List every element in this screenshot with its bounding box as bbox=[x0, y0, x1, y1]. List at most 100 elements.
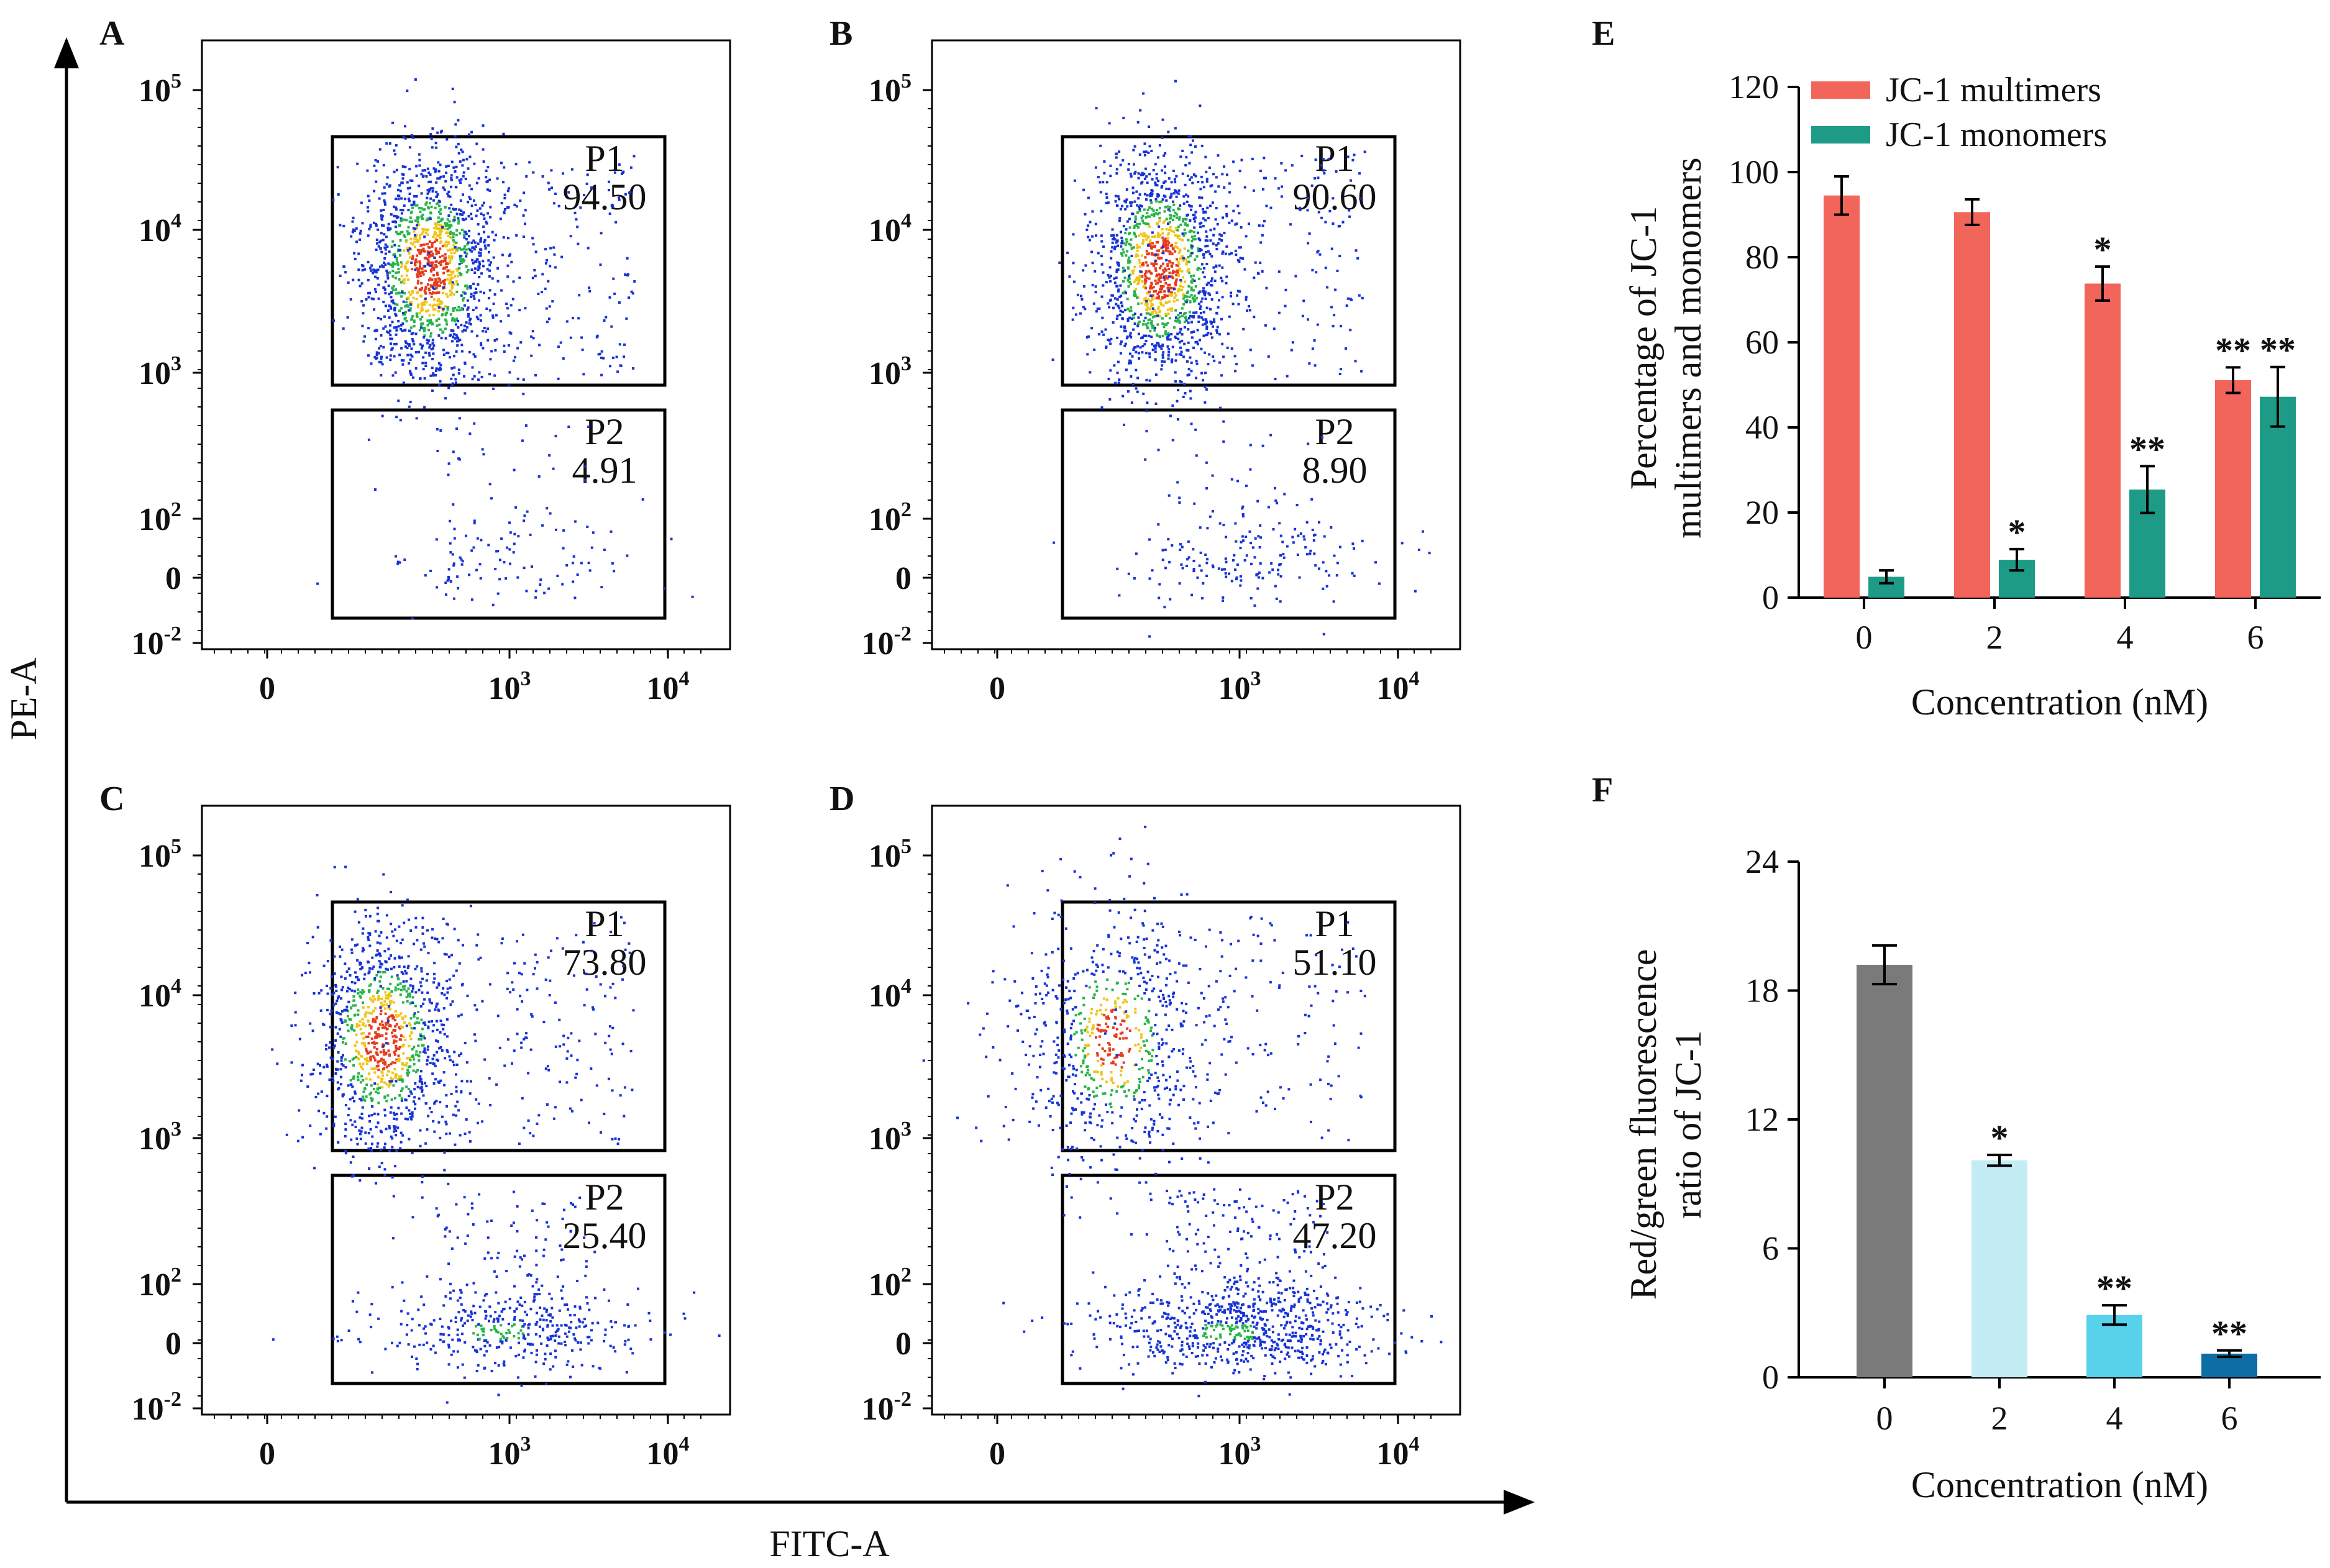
event-dot bbox=[624, 273, 627, 276]
panel-letter: B bbox=[829, 14, 852, 53]
event-dot bbox=[424, 1082, 426, 1085]
event-dot bbox=[1132, 246, 1135, 249]
event-dot bbox=[488, 269, 491, 272]
event-dot bbox=[1355, 249, 1358, 252]
event-dot bbox=[482, 201, 485, 204]
event-dot bbox=[1167, 289, 1171, 292]
event-dot bbox=[595, 975, 598, 978]
event-dot bbox=[1277, 187, 1280, 190]
event-dot bbox=[406, 1072, 409, 1075]
event-dot bbox=[411, 255, 414, 258]
event-dot bbox=[1182, 276, 1184, 279]
event-dot bbox=[472, 353, 475, 356]
event-dot bbox=[458, 267, 461, 270]
event-dot bbox=[367, 1060, 370, 1063]
event-dot bbox=[398, 184, 401, 187]
event-dot bbox=[1174, 280, 1177, 283]
event-dot bbox=[371, 1098, 374, 1101]
event-dot bbox=[1151, 312, 1154, 315]
gate-name: P1 bbox=[1315, 138, 1354, 179]
event-dot bbox=[406, 247, 408, 250]
event-dot bbox=[1118, 313, 1122, 316]
event-dot bbox=[503, 166, 506, 169]
event-dot bbox=[1135, 276, 1138, 280]
event-dot bbox=[1151, 326, 1154, 329]
event-dot bbox=[426, 217, 429, 220]
event-dot bbox=[483, 327, 486, 329]
event-dot bbox=[431, 347, 434, 350]
event-dot bbox=[381, 363, 384, 366]
event-dot bbox=[368, 1024, 371, 1027]
event-dot bbox=[1189, 178, 1191, 181]
event-dot bbox=[1299, 208, 1302, 211]
event-dot bbox=[1166, 244, 1169, 247]
event-dot bbox=[1171, 360, 1173, 363]
event-dot bbox=[1187, 368, 1190, 371]
event-dot bbox=[562, 1034, 565, 1037]
event-dot bbox=[520, 1046, 523, 1049]
event-dot bbox=[1137, 352, 1140, 355]
event-dot bbox=[477, 317, 480, 321]
event-dot bbox=[496, 550, 500, 553]
event-dot bbox=[390, 1078, 393, 1081]
event-dot bbox=[1253, 316, 1256, 319]
event-dot bbox=[357, 988, 360, 991]
event-dot bbox=[1199, 551, 1202, 554]
event-dot bbox=[1138, 262, 1141, 265]
event-dot bbox=[362, 1090, 365, 1093]
event-dot bbox=[413, 262, 416, 265]
event-dot bbox=[1160, 288, 1163, 291]
event-dot bbox=[573, 974, 575, 977]
event-dot bbox=[410, 1118, 413, 1121]
event-dot bbox=[1245, 296, 1248, 299]
event-dot bbox=[1172, 219, 1174, 221]
event-dot bbox=[426, 250, 429, 253]
event-dot bbox=[1183, 383, 1186, 386]
event-dot bbox=[421, 1196, 424, 1199]
event-dot bbox=[406, 967, 409, 969]
event-dot bbox=[1122, 248, 1125, 251]
event-dot bbox=[428, 255, 431, 258]
event-dot bbox=[363, 1057, 367, 1060]
event-dot bbox=[350, 1026, 354, 1029]
event-dot bbox=[479, 252, 482, 255]
event-dot bbox=[565, 563, 569, 567]
event-dot bbox=[500, 289, 503, 292]
event-dot bbox=[453, 333, 456, 336]
event-dot bbox=[1150, 194, 1153, 197]
event-dot bbox=[391, 265, 395, 268]
event-dot bbox=[368, 199, 371, 203]
event-dot bbox=[1166, 247, 1169, 250]
event-dot bbox=[455, 1114, 458, 1117]
event-dot bbox=[1158, 217, 1161, 220]
event-dot bbox=[388, 1005, 391, 1008]
event-dot bbox=[1105, 196, 1108, 199]
event-dot bbox=[1353, 153, 1356, 157]
event-dot bbox=[1204, 239, 1207, 242]
event-dot bbox=[1217, 154, 1220, 157]
event-dot bbox=[1264, 176, 1268, 180]
event-dot bbox=[424, 1051, 427, 1054]
event-dot bbox=[386, 988, 390, 990]
event-dot bbox=[426, 283, 429, 286]
event-dot bbox=[1236, 258, 1240, 262]
event-dot bbox=[389, 342, 392, 345]
event-dot bbox=[1151, 349, 1154, 352]
event-dot bbox=[415, 298, 418, 301]
event-dot bbox=[416, 939, 419, 942]
event-dot bbox=[470, 217, 473, 221]
event-dot bbox=[378, 148, 381, 151]
event-dot bbox=[1132, 148, 1135, 152]
event-dot bbox=[1195, 360, 1198, 363]
event-dot bbox=[1356, 257, 1359, 260]
event-dot bbox=[610, 1052, 613, 1055]
event-dot bbox=[437, 334, 441, 337]
event-dot bbox=[1113, 238, 1117, 241]
event-dot bbox=[1122, 224, 1125, 227]
event-dot bbox=[1164, 549, 1167, 552]
event-dot bbox=[1125, 337, 1128, 340]
event-dot bbox=[1185, 317, 1188, 320]
event-dot bbox=[415, 417, 418, 420]
event-dot bbox=[355, 1025, 359, 1028]
event-dot bbox=[1245, 554, 1248, 557]
